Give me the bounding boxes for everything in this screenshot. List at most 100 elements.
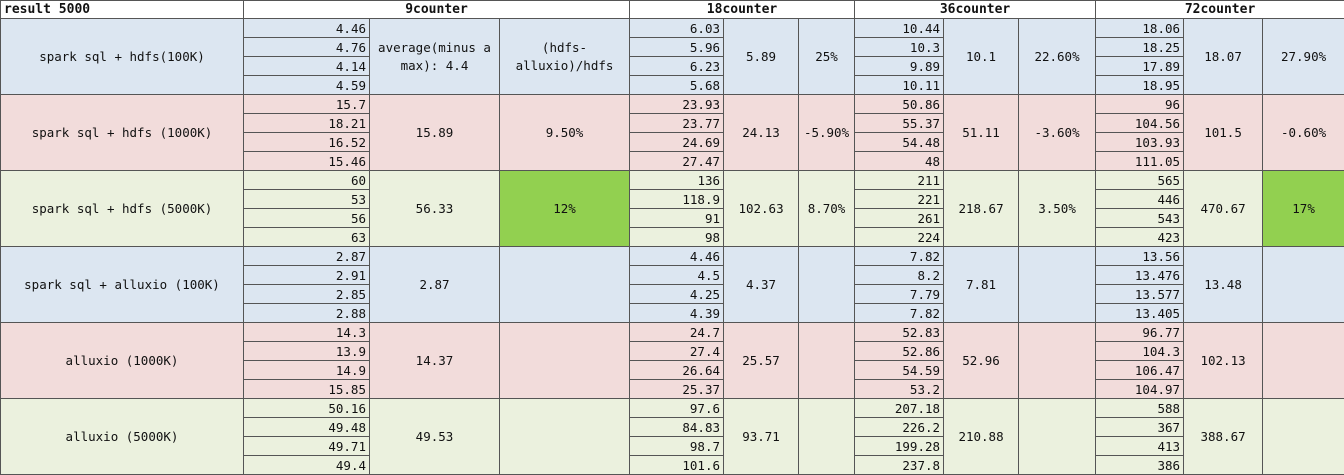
- value-cell[interactable]: 49.48: [243, 417, 370, 437]
- value-cell[interactable]: 6.23: [629, 56, 725, 76]
- value-cell[interactable]: 23.77: [629, 113, 725, 133]
- percent-cell[interactable]: [498, 246, 631, 323]
- row-label[interactable]: spark sql + hdfs(100K): [0, 18, 244, 95]
- value-cell[interactable]: 4.25: [629, 284, 725, 304]
- average-cell[interactable]: 102.63: [723, 170, 800, 247]
- percent-cell[interactable]: [798, 246, 856, 323]
- value-cell[interactable]: 48: [854, 151, 945, 171]
- value-cell[interactable]: 4.46: [243, 18, 370, 38]
- percent-cell[interactable]: 3.50%: [1018, 170, 1097, 247]
- average-cell[interactable]: 210.88: [943, 398, 1020, 475]
- value-cell[interactable]: 27.4: [629, 341, 725, 361]
- value-cell[interactable]: 10.3: [854, 37, 945, 57]
- row-label[interactable]: spark sql + hdfs (5000K): [0, 170, 244, 247]
- value-cell[interactable]: 224: [854, 227, 945, 247]
- value-cell[interactable]: 4.5: [629, 265, 725, 285]
- value-cell[interactable]: 49.71: [243, 436, 370, 456]
- value-cell[interactable]: 4.14: [243, 56, 370, 76]
- percent-cell[interactable]: -0.60%: [1262, 94, 1344, 171]
- average-cell[interactable]: 4.37: [723, 246, 800, 323]
- percent-cell[interactable]: 9.50%: [498, 94, 631, 171]
- value-cell[interactable]: 24.7: [629, 322, 725, 342]
- value-cell[interactable]: 14.3: [243, 322, 370, 342]
- value-cell[interactable]: 97.6: [629, 398, 725, 418]
- value-cell[interactable]: 98.7: [629, 436, 725, 456]
- value-cell[interactable]: 4.59: [243, 75, 370, 95]
- average-cell[interactable]: 24.13: [723, 94, 800, 171]
- value-cell[interactable]: 52.83: [854, 322, 945, 342]
- value-cell[interactable]: 16.52: [243, 132, 370, 152]
- value-cell[interactable]: 98: [629, 227, 725, 247]
- percent-cell[interactable]: -5.90%: [798, 94, 856, 171]
- percent-cell[interactable]: [1262, 398, 1344, 475]
- value-cell[interactable]: 10.11: [854, 75, 945, 95]
- value-cell[interactable]: 15.85: [243, 379, 370, 399]
- value-cell[interactable]: 63: [243, 227, 370, 247]
- row-label[interactable]: spark sql + alluxio (100K): [0, 246, 244, 323]
- percent-cell[interactable]: [1262, 322, 1344, 399]
- value-cell[interactable]: 103.93: [1095, 132, 1185, 152]
- percent-cell[interactable]: [1018, 246, 1097, 323]
- value-cell[interactable]: 4.46: [629, 246, 725, 266]
- value-cell[interactable]: 2.87: [243, 246, 370, 266]
- average-cell[interactable]: 93.71: [723, 398, 800, 475]
- value-cell[interactable]: 15.46: [243, 151, 370, 171]
- value-cell[interactable]: 7.82: [854, 246, 945, 266]
- value-cell[interactable]: 54.59: [854, 360, 945, 380]
- average-cell[interactable]: 7.81: [943, 246, 1020, 323]
- percent-cell[interactable]: [798, 398, 856, 475]
- value-cell[interactable]: 14.9: [243, 360, 370, 380]
- percent-cell[interactable]: 8.70%: [798, 170, 856, 247]
- value-cell[interactable]: 8.2: [854, 265, 945, 285]
- group-header-18counter[interactable]: 18counter: [629, 0, 856, 19]
- percent-cell[interactable]: [1018, 398, 1097, 475]
- value-cell[interactable]: 17.89: [1095, 56, 1185, 76]
- value-cell[interactable]: 13.577: [1095, 284, 1185, 304]
- percent-cell[interactable]: 12%: [498, 170, 631, 247]
- average-cell[interactable]: 101.5: [1183, 94, 1264, 171]
- average-cell[interactable]: 5.89: [723, 18, 800, 95]
- percent-cell[interactable]: 22.60%: [1018, 18, 1097, 95]
- value-cell[interactable]: 221: [854, 189, 945, 209]
- group-header-36counter[interactable]: 36counter: [854, 0, 1097, 19]
- average-cell[interactable]: 102.13: [1183, 322, 1264, 399]
- value-cell[interactable]: 199.28: [854, 436, 945, 456]
- value-cell[interactable]: 543: [1095, 208, 1185, 228]
- value-cell[interactable]: 13.9: [243, 341, 370, 361]
- percent-cell[interactable]: [1018, 322, 1097, 399]
- value-cell[interactable]: 96: [1095, 94, 1185, 114]
- value-cell[interactable]: 53.2: [854, 379, 945, 399]
- average-cell[interactable]: 388.67: [1183, 398, 1264, 475]
- percent-cell[interactable]: [498, 398, 631, 475]
- percent-cell[interactable]: (hdfs-alluxio)/hdfs: [498, 18, 631, 95]
- value-cell[interactable]: 104.56: [1095, 113, 1185, 133]
- value-cell[interactable]: 54.48: [854, 132, 945, 152]
- value-cell[interactable]: 13.476: [1095, 265, 1185, 285]
- value-cell[interactable]: 10.44: [854, 18, 945, 38]
- average-cell[interactable]: 18.07: [1183, 18, 1264, 95]
- percent-cell[interactable]: [798, 322, 856, 399]
- table-title[interactable]: result 5000: [0, 0, 244, 19]
- average-cell[interactable]: 10.1: [943, 18, 1020, 95]
- value-cell[interactable]: 25.37: [629, 379, 725, 399]
- value-cell[interactable]: 136: [629, 170, 725, 190]
- value-cell[interactable]: 261: [854, 208, 945, 228]
- value-cell[interactable]: 26.64: [629, 360, 725, 380]
- value-cell[interactable]: 588: [1095, 398, 1185, 418]
- value-cell[interactable]: 5.96: [629, 37, 725, 57]
- value-cell[interactable]: 207.18: [854, 398, 945, 418]
- value-cell[interactable]: 7.82: [854, 303, 945, 323]
- percent-cell[interactable]: -3.60%: [1018, 94, 1097, 171]
- value-cell[interactable]: 13.405: [1095, 303, 1185, 323]
- value-cell[interactable]: 413: [1095, 436, 1185, 456]
- value-cell[interactable]: 118.9: [629, 189, 725, 209]
- value-cell[interactable]: 2.88: [243, 303, 370, 323]
- row-label[interactable]: alluxio (1000K): [0, 322, 244, 399]
- value-cell[interactable]: 18.21: [243, 113, 370, 133]
- average-cell[interactable]: 15.89: [369, 94, 500, 171]
- value-cell[interactable]: 50.86: [854, 94, 945, 114]
- value-cell[interactable]: 237.8: [854, 455, 945, 475]
- value-cell[interactable]: 4.39: [629, 303, 725, 323]
- average-cell[interactable]: 51.11: [943, 94, 1020, 171]
- value-cell[interactable]: 386: [1095, 455, 1185, 475]
